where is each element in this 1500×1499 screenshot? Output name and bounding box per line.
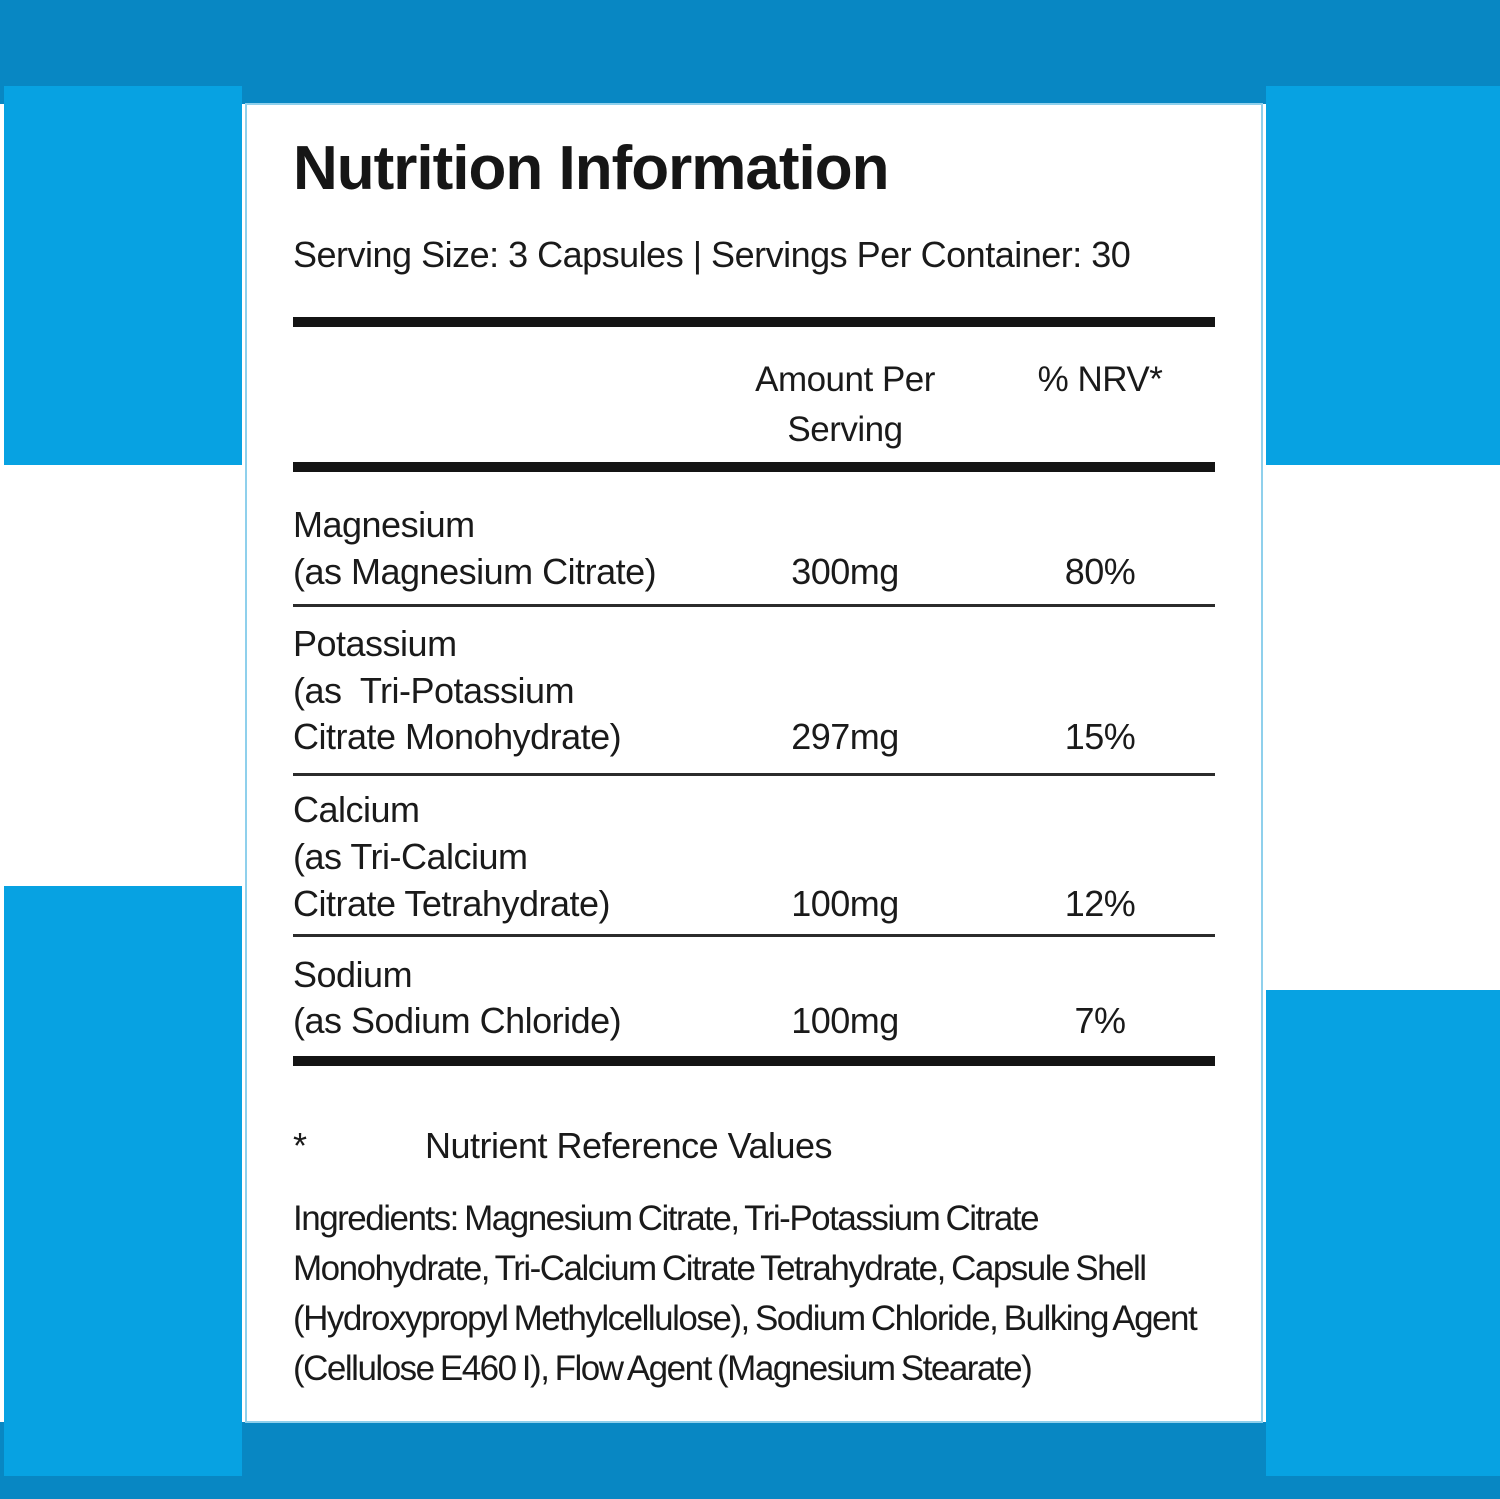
nutrient-name: Sodium (as Sodium Chloride) [293, 952, 705, 1046]
nutrient-name: Potassium (as Tri-Potassium Citrate Mono… [293, 621, 705, 761]
accent-block-top-right [1266, 86, 1500, 465]
nutrient-name-line: Calcium [293, 789, 420, 831]
nutrient-name-line: Sodium [293, 953, 413, 995]
nutrient-row-potassium: Potassium (as Tri-Potassium Citrate Mono… [293, 607, 1215, 777]
serving-info: Serving Size: 3 Capsules | Servings Per … [293, 234, 1131, 276]
divider-thick-header [293, 462, 1215, 473]
table-header-row: Amount Per Serving % NRV* [293, 327, 1215, 463]
nutrient-source-line: (as Tri-Calcium [293, 835, 528, 877]
amount-value: 100mg [791, 1000, 899, 1042]
nutrient-source-line: (as Magnesium Citrate) [293, 550, 657, 592]
panel-title: Nutrition Information [293, 134, 889, 203]
nrv-footnote: * Nutrient Reference Values [293, 1124, 1215, 1167]
accent-block-bottom-right [1266, 990, 1500, 1476]
nutrient-source-line: Citrate Monohydrate) [293, 716, 622, 758]
nrv-value: 12% [1064, 882, 1136, 924]
footnote-text: Nutrient Reference Values [425, 1125, 833, 1167]
nutrition-panel: Nutrition Information Serving Size: 3 Ca… [245, 103, 1263, 1423]
amount-value: 297mg [791, 716, 899, 758]
divider-thick-bottom [293, 1056, 1215, 1067]
nutrient-row-sodium: Sodium (as Sodium Chloride) 100mg 7% [293, 937, 1215, 1057]
column-header-amount: Amount Per Serving [755, 359, 935, 450]
nutrient-name: Calcium (as Tri-Calcium Citrate Tetrahyd… [293, 787, 705, 927]
column-header-nrv: % NRV* [1037, 359, 1163, 399]
nutrient-row-magnesium: Magnesium (as Magnesium Citrate) 300mg 8… [293, 472, 1215, 607]
nutrient-row-calcium: Calcium (as Tri-Calcium Citrate Tetrahyd… [293, 776, 1215, 937]
amount-value: 100mg [791, 882, 899, 924]
nutrient-name-line: Potassium [293, 622, 457, 664]
nrv-value: 15% [1064, 716, 1136, 758]
footnote-asterisk: * [293, 1125, 307, 1167]
amount-value: 300mg [791, 550, 899, 592]
nutrient-name: Magnesium (as Magnesium Citrate) [293, 502, 705, 596]
nutrient-source-line: (as Sodium Chloride) [293, 1000, 622, 1042]
bottom-dark-band [0, 1422, 1500, 1499]
nrv-value: 7% [1074, 1000, 1126, 1042]
nutrient-source-line: (as Tri-Potassium [293, 669, 575, 711]
divider-thick-top [293, 316, 1215, 327]
nutrient-source-line: Citrate Tetrahydrate) [293, 882, 610, 924]
nutrient-name-line: Magnesium [293, 504, 475, 546]
top-dark-band [0, 0, 1500, 104]
ingredients-paragraph: Ingredients: Magnesium Citrate, Tri-Pota… [293, 1199, 1198, 1389]
accent-block-top-left [4, 86, 242, 465]
accent-block-bottom-left [4, 886, 242, 1476]
nrv-value: 80% [1064, 550, 1136, 592]
